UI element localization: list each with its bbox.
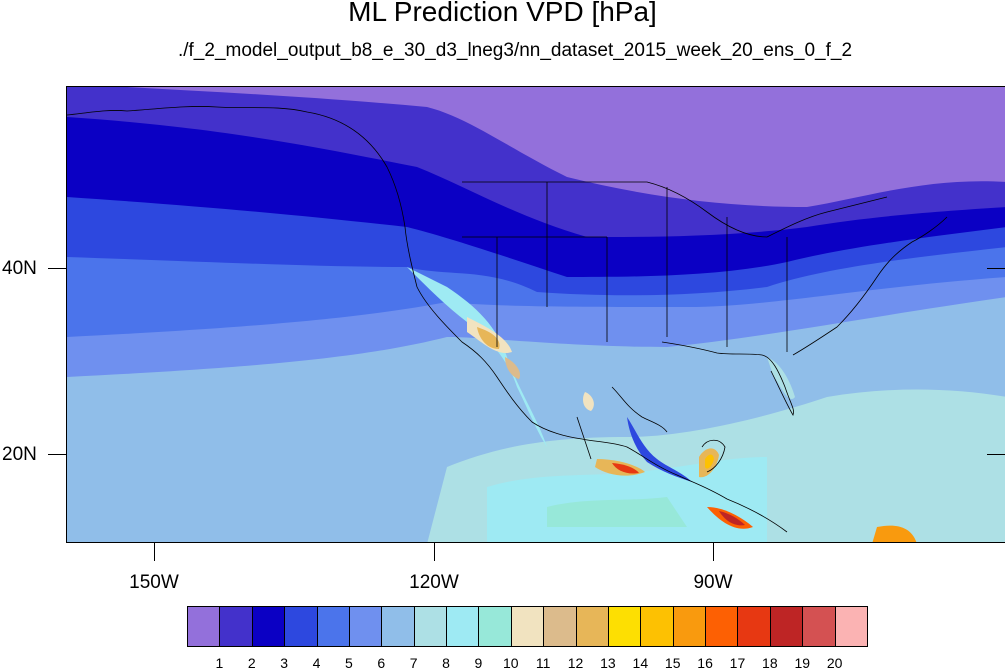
field-band-10 (547, 497, 687, 527)
map-plot-area (66, 86, 1005, 543)
colorbar-label: 2 (247, 655, 256, 671)
lon-tick-120w (434, 543, 435, 561)
field-band-sw-13 (477, 327, 500, 349)
map-title: ML Prediction VPD [hPa] (348, 0, 657, 27)
field-band-1 (127, 87, 1005, 207)
colorbar-label: 17 (729, 655, 746, 671)
colorbar-swatch (219, 606, 253, 647)
lat-tick-40n-right (987, 268, 1005, 269)
colorbar-label: 12 (567, 655, 584, 671)
lat-label-40n: 40N (2, 258, 37, 279)
colorbar-label: 5 (344, 655, 353, 671)
lon-tick-90w (713, 543, 714, 561)
field-band-sw-12 (505, 357, 521, 379)
vpd-field-map (67, 87, 1005, 542)
colorbar-swatch (478, 606, 512, 647)
colorbar-swatch (446, 606, 480, 647)
colorbar-swatch (802, 606, 836, 647)
colorbar-swatch (672, 606, 707, 647)
field-band-sa-15 (872, 525, 917, 542)
map-subtitle: ./f_2_model_output_b8_e_30_d3_lneg3/nn_d… (177, 40, 853, 61)
colorbar-label: 14 (632, 655, 649, 671)
lat-tick-20n (48, 454, 66, 455)
lat-tick-20n-right (987, 454, 1005, 455)
colorbar-label: 19 (794, 655, 811, 671)
colorbar-swatch (607, 606, 642, 647)
colorbar (187, 606, 868, 647)
colorbar-swatch (187, 606, 221, 647)
lon-label-90w: 90W (693, 572, 733, 593)
colorbar-swatch (705, 606, 739, 647)
lon-tick-150w (154, 543, 155, 561)
colorbar-label: 3 (280, 655, 289, 671)
colorbar-swatch (575, 606, 609, 647)
field-band-mexico-11 (583, 392, 594, 411)
colorbar-swatch (381, 606, 415, 647)
colorbar-label: 13 (600, 655, 616, 671)
field-band-yucatan-15 (705, 454, 714, 469)
coastlines (67, 106, 948, 533)
field-band-mexico-4 (627, 417, 692, 482)
colorbar-swatch (251, 606, 286, 647)
colorbar-label: 6 (377, 655, 386, 671)
colorbar-label: 9 (474, 655, 483, 671)
colorbar-label: 1 (215, 655, 224, 671)
colorbar-label: 8 (442, 655, 450, 671)
field-band-ca-17 (612, 463, 639, 474)
colorbar-swatch (543, 606, 577, 647)
colorbar-label: 15 (664, 655, 681, 671)
colorbar-label: 11 (535, 655, 551, 671)
field-band-ca-18 (719, 511, 745, 526)
colorbar-swatch (284, 606, 318, 647)
lat-tick-40n (48, 268, 66, 269)
colorbar-swatch (413, 606, 448, 647)
colorbar-swatch (640, 606, 674, 647)
lon-label-120w: 120W (409, 572, 459, 593)
colorbar-swatch (834, 606, 868, 647)
colorbar-label: 16 (697, 655, 713, 671)
colorbar-label: 7 (409, 655, 418, 671)
lon-label-150w: 150W (129, 572, 179, 593)
colorbar-label: 20 (826, 655, 843, 671)
colorbar-swatch (348, 606, 383, 647)
colorbar-label: 10 (503, 655, 519, 671)
colorbar-swatch (316, 606, 350, 647)
colorbar-swatch (510, 606, 545, 647)
colorbar-swatch (769, 606, 804, 647)
colorbar-label: 4 (312, 655, 321, 671)
colorbar-label: 18 (762, 655, 778, 671)
lat-label-20n: 20N (2, 444, 37, 465)
colorbar-swatch (737, 606, 771, 647)
